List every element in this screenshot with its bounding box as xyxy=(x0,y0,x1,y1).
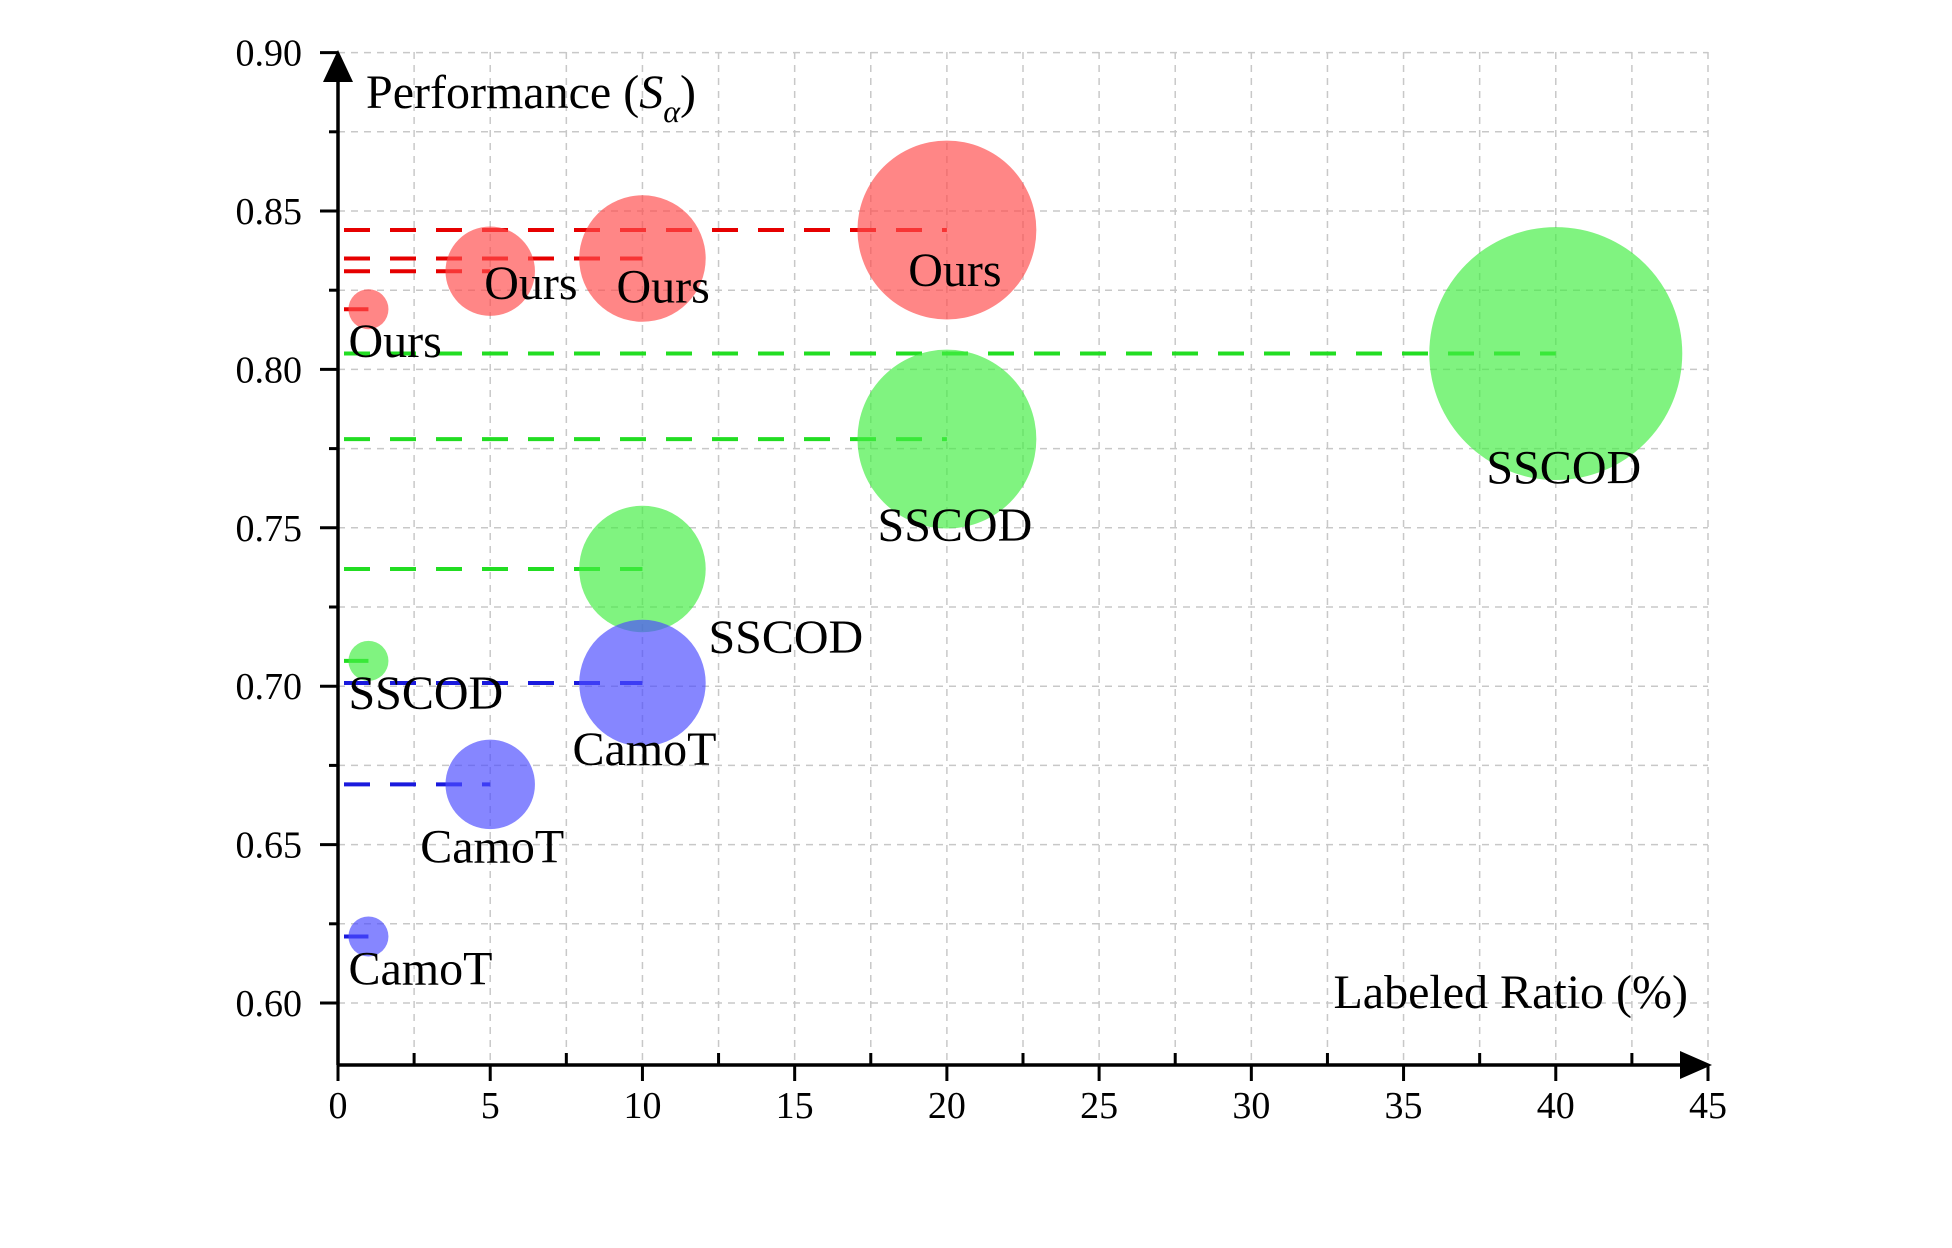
point-label-camot: CamoT xyxy=(572,723,716,776)
y-tick-label: 0.65 xyxy=(236,825,303,867)
bubble-sscod xyxy=(857,349,1037,529)
x-tick-label: 25 xyxy=(1080,1085,1118,1127)
y-tick-label: 0.85 xyxy=(236,191,303,233)
tick-labels: 0.60 0.65 0.70 0.75 0.80 0.85 0.90 0 5 10 15 20 25 30… xyxy=(236,33,1728,1127)
point-label-sscod: SSCOD xyxy=(878,499,1033,552)
x-tick-label: 0 xyxy=(329,1085,348,1127)
x-axis-title: Labeled Ratio (%) xyxy=(1333,966,1688,1019)
point-label-camot: CamoT xyxy=(348,942,492,995)
point-label-sscod: SSCOD xyxy=(348,667,503,720)
bubble-camot xyxy=(445,739,535,830)
x-tick-label: 40 xyxy=(1537,1085,1575,1127)
y-tick-label: 0.80 xyxy=(236,349,303,391)
bubbles xyxy=(348,140,1683,957)
bubble-ours xyxy=(857,140,1037,320)
x-axis-arrow xyxy=(1680,1051,1712,1079)
x-tick-label: 45 xyxy=(1689,1085,1727,1127)
point-labels: Ours Ours Ours Ours SSCOD SSCOD SSCOD SSCOD Camo… xyxy=(348,244,1641,995)
axes xyxy=(320,50,1712,1081)
bubble-sscod xyxy=(579,505,706,633)
x-tick-label: 35 xyxy=(1385,1085,1423,1127)
point-label-ours: Ours xyxy=(348,315,441,368)
x-tick-label: 10 xyxy=(623,1085,661,1127)
y-axis-arrow xyxy=(323,50,353,82)
bubble-sscod xyxy=(1429,227,1683,481)
x-tick-label: 20 xyxy=(928,1085,966,1127)
y-tick-label: 0.75 xyxy=(236,508,303,550)
bubble-ours xyxy=(348,289,389,330)
x-tick-label: 5 xyxy=(481,1085,500,1127)
y-tick-label: 0.90 xyxy=(236,33,303,75)
point-label-ours: Ours xyxy=(908,244,1001,297)
y-tick-label: 0.60 xyxy=(236,983,303,1025)
point-label-sscod: SSCOD xyxy=(1486,442,1641,495)
x-tick-label: 30 xyxy=(1232,1085,1270,1127)
bubble-sscod xyxy=(348,640,389,681)
bubble-camot xyxy=(579,619,706,747)
point-label-camot: CamoT xyxy=(420,820,564,873)
y-tick-label: 0.70 xyxy=(236,666,303,708)
point-label-ours: Ours xyxy=(616,261,709,314)
bubble-camot xyxy=(348,916,389,957)
point-label-sscod: SSCOD xyxy=(708,611,863,664)
bubble-ours xyxy=(445,226,535,316)
y-axis-title: Performance (Sα) xyxy=(366,66,696,129)
point-label-ours: Ours xyxy=(484,257,577,310)
x-tick-label: 15 xyxy=(776,1085,814,1127)
bubble-ours xyxy=(579,195,706,322)
